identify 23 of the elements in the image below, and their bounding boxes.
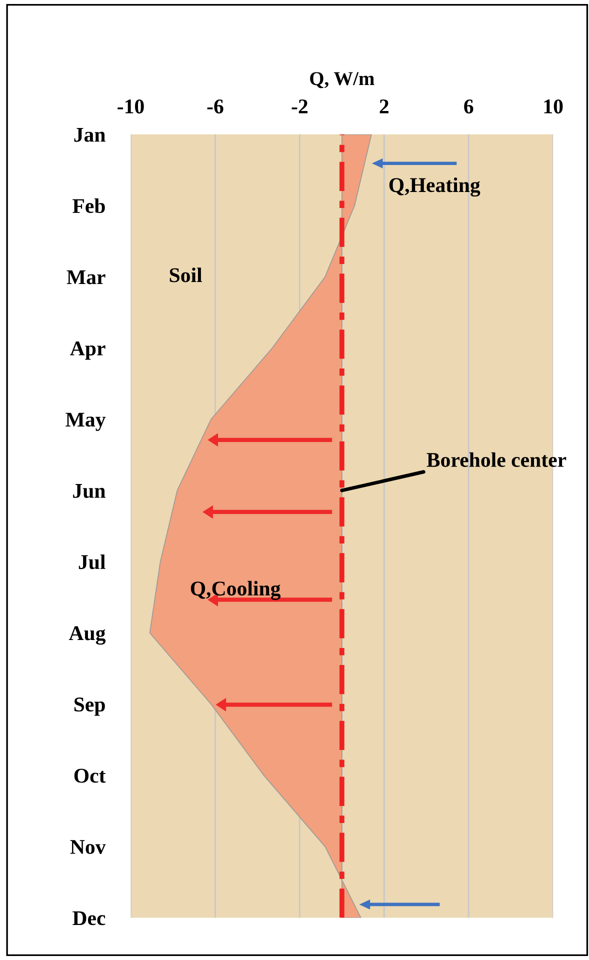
y-tick-label: Jan [74, 128, 106, 142]
y-tick-label: Sep [74, 698, 105, 716]
y-tick-label: Jun [73, 484, 106, 498]
x-tick-label: -10 [118, 99, 144, 114]
annotation: Soil [170, 268, 202, 282]
y-tick-label: Oct [74, 768, 106, 783]
x-tick-label: -6 [207, 100, 224, 114]
y-tick-label: Mar [66, 270, 106, 284]
y-tick-label: May [66, 412, 106, 431]
y-tick-label: Apr [70, 342, 106, 360]
annotation: Borehole center [426, 452, 566, 468]
x-axis-title: Q, W/m [310, 72, 374, 88]
x-tick-label: -2 [292, 100, 308, 114]
x-tick-label: 6 [464, 100, 474, 114]
y-tick-label: Jul [78, 554, 106, 570]
y-tick-label: Aug [68, 626, 106, 645]
y-tick-label: Dec [72, 911, 106, 926]
x-tick-label: 10 [544, 99, 563, 114]
x-tick-label: 2 [380, 100, 388, 114]
annotation: Q,Cooling [190, 580, 281, 600]
annotation: Q,Heating [389, 177, 480, 197]
y-tick-label: Nov [70, 840, 106, 854]
y-tick-label: Feb [72, 198, 105, 214]
